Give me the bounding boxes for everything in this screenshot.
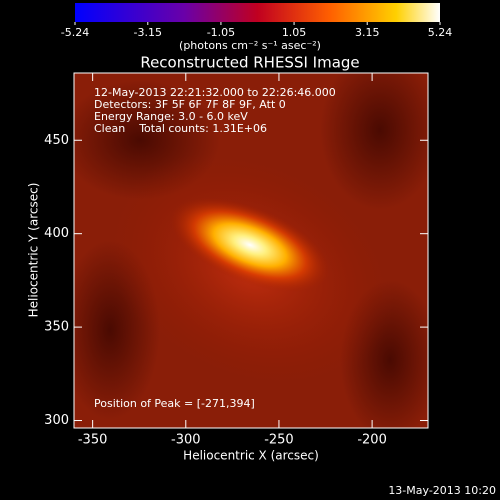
y-axis-label: Heliocentric Y (arcsec) (27, 183, 41, 318)
x-axis-label: Heliocentric X (arcsec) (183, 449, 319, 463)
y-tick-label: 450 (44, 133, 69, 148)
x-tick-label: -350 (78, 433, 108, 448)
peak-label: Position of Peak = [-271,394] (94, 397, 255, 410)
timestamp: 13-May-2013 10:20 (388, 484, 496, 497)
plot-frame (73, 72, 429, 429)
colorbar-tick-label: -3.15 (134, 26, 162, 39)
y-tick-label: 300 (44, 413, 69, 428)
y-tick-label: 400 (44, 226, 69, 241)
x-tick-label: -300 (171, 433, 201, 448)
image (74, 73, 428, 428)
colorbar-tick-label: 3.15 (355, 26, 380, 39)
colorbar-tick-label: 5.24 (428, 26, 453, 39)
colorbar-tick-label: 1.05 (282, 26, 307, 39)
chart-title: Reconstructed RHESSI Image (140, 54, 359, 72)
x-tick-label: -250 (264, 433, 294, 448)
annotation: 12-May-2013 22:21:32.000 to 22:26:46.000 (94, 86, 336, 99)
colorbar-tick-label: -5.24 (61, 26, 89, 39)
x-tick-label: -200 (357, 433, 387, 448)
annotation: Energy Range: 3.0 - 6.0 keV (94, 110, 248, 123)
y-tick-label: 350 (44, 320, 69, 335)
colorbar-label: (photons cm⁻² s⁻¹ asec⁻²) (179, 39, 321, 52)
colorbar-tick-label: -1.05 (207, 26, 235, 39)
annotation: Clean Total counts: 1.31E+06 (94, 122, 267, 135)
annotation: Detectors: 3F 5F 6F 7F 8F 9F, Att 0 (94, 98, 286, 111)
colorbar (75, 3, 440, 22)
